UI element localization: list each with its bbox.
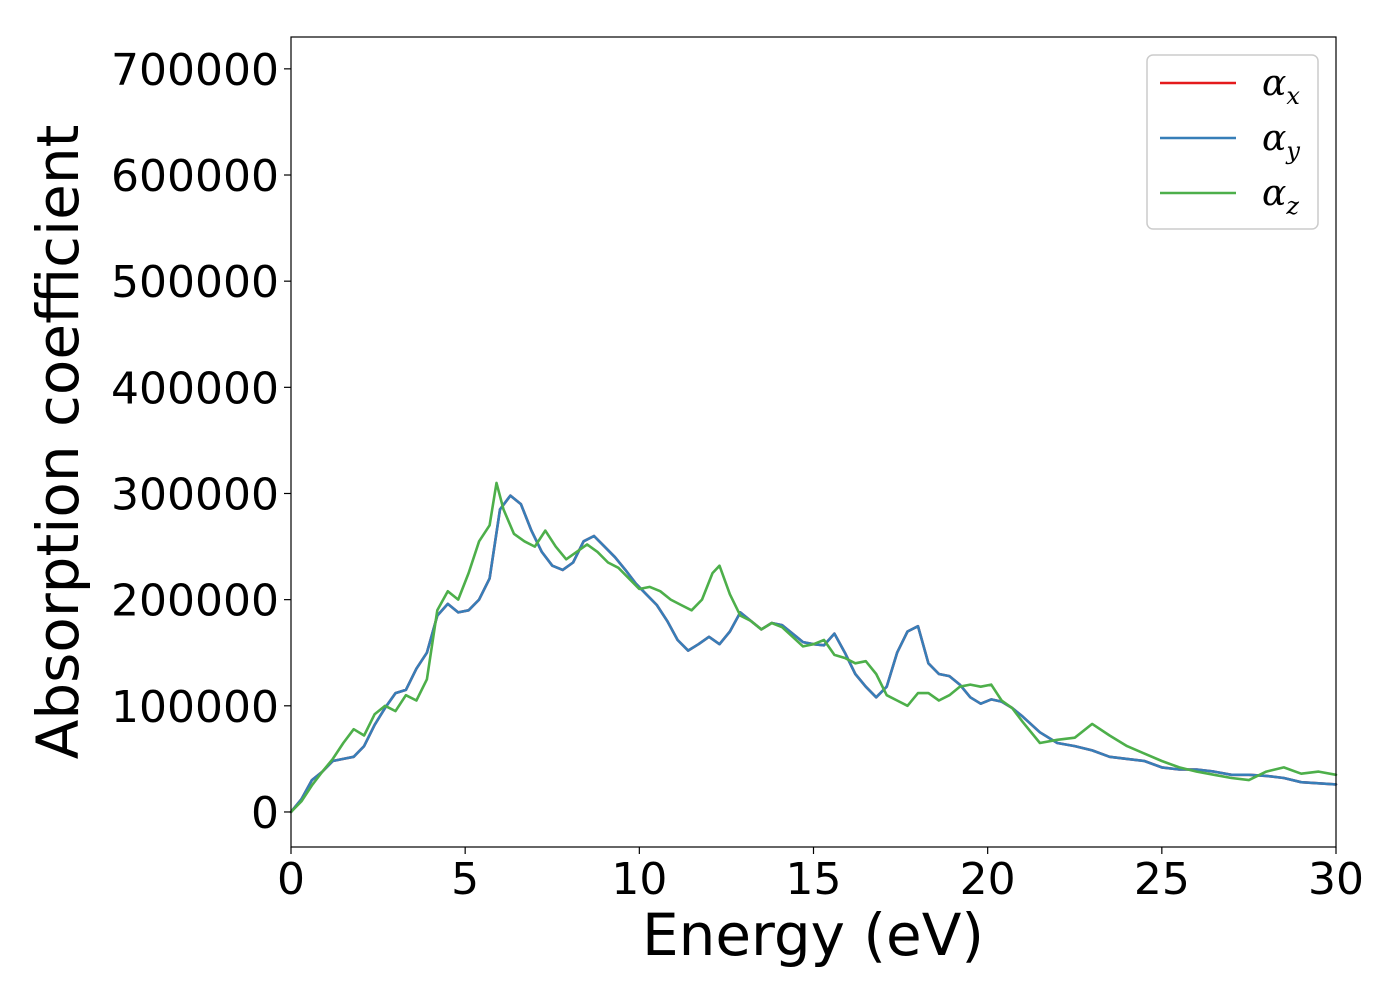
x-axis: 0 5 10 15 20 25 30	[277, 847, 1364, 905]
y-tick-label: 0	[251, 788, 279, 839]
y-tick-label: 100000	[111, 682, 279, 733]
x-tick-label: 0	[277, 854, 305, 905]
legend: αx αy αz	[1146, 54, 1319, 230]
y-tick-label: 200000	[111, 576, 279, 627]
y-tick-label: 700000	[111, 45, 279, 96]
x-tick-label: 15	[786, 854, 842, 905]
legend-label-z: αz	[1262, 173, 1299, 220]
x-axis-title: Energy (eV)	[642, 901, 984, 969]
x-tick-label: 30	[1308, 854, 1364, 905]
y-tick-label: 300000	[111, 469, 279, 520]
x-tick-label: 5	[451, 854, 479, 905]
series-layer	[289, 481, 1338, 814]
y-tick-label: 600000	[111, 151, 279, 202]
series-line-z	[289, 481, 1338, 814]
y-axis-title: Absorption coefficient	[24, 125, 92, 760]
y-tick-label: 500000	[111, 257, 279, 308]
y-tick-label: 400000	[111, 363, 279, 414]
legend-label-x: αx	[1262, 63, 1300, 110]
x-tick-label: 25	[1134, 854, 1190, 905]
y-axis: 0 100000 200000 300000 400000 500000 600000 700…	[111, 45, 291, 839]
legend-box	[1146, 54, 1319, 230]
x-tick-label: 10	[611, 854, 667, 905]
x-tick-label: 20	[960, 854, 1016, 905]
legend-label-y: αy	[1262, 118, 1300, 165]
